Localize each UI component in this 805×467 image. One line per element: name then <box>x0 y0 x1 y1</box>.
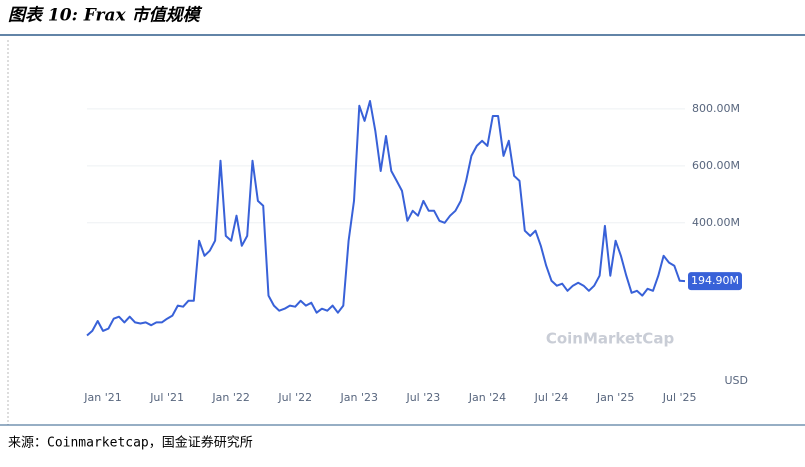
x-tick-label: Jan '25 <box>596 391 634 404</box>
watermark: CoinMarketCap <box>546 330 675 348</box>
source: 来源：Coinmarketcap，国金证券研究所 <box>8 435 253 451</box>
y-tick-label: 400.00M <box>692 216 740 229</box>
x-tick-label: Jan '21 <box>83 391 121 404</box>
y-tick-label: 600.00M <box>692 159 740 172</box>
x-tick-label: Jan '24 <box>468 391 506 404</box>
x-tick-label: Jul '25 <box>662 391 697 404</box>
value-badge-label: 194.90M <box>691 274 739 287</box>
x-tick-label: Jul '22 <box>277 391 312 404</box>
x-tick-label: Jul '23 <box>405 391 440 404</box>
title: 图表 10: Frax 市值规模 <box>8 6 203 26</box>
x-tick-label: Jul '21 <box>149 391 184 404</box>
x-tick-label: Jul '24 <box>534 391 569 404</box>
x-tick-label: Jan '23 <box>340 391 378 404</box>
line <box>86 100 686 337</box>
x-tick-label: Jan '22 <box>211 391 249 404</box>
y-tick-label: 800.00M <box>692 102 740 115</box>
value-badge <box>688 272 742 291</box>
unit-label: USD <box>724 374 748 387</box>
